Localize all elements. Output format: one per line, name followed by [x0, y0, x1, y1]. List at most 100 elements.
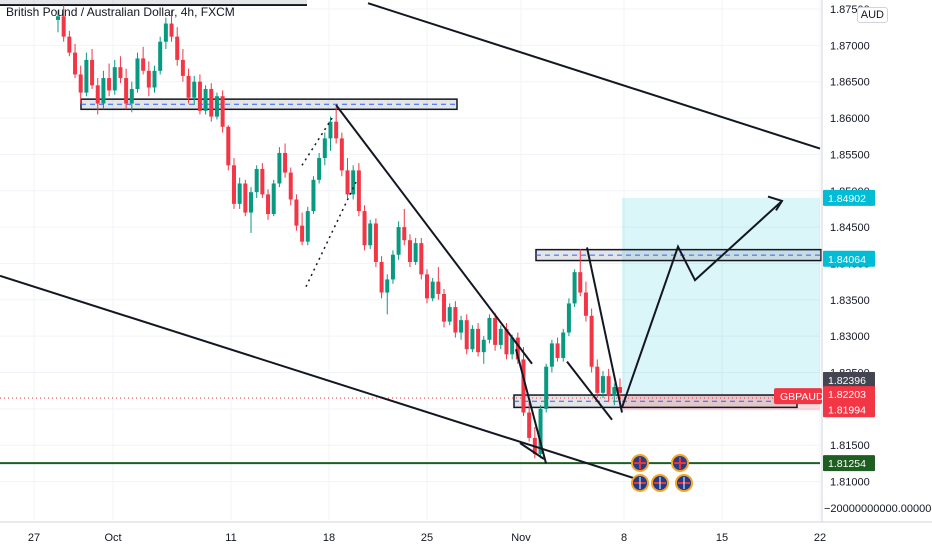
drawing-zones [0, 0, 822, 465]
candle-body [197, 81, 202, 111]
trendline-drawings [0, 2, 821, 482]
y-tick-label: 1.86500 [830, 77, 870, 89]
candle-body [583, 292, 588, 316]
candle-body [339, 138, 344, 171]
candle-body [430, 281, 435, 299]
dotted-line-2 [301, 114, 335, 166]
candle-body [163, 23, 168, 42]
candle-body [356, 170, 361, 212]
candle-body [515, 337, 520, 360]
candle-body [396, 227, 401, 255]
price-tag-bg [823, 372, 875, 389]
stop-area [622, 394, 820, 411]
y-tick-label: 1.84500 [830, 222, 870, 234]
candle-body [209, 88, 214, 117]
candle-body [118, 67, 123, 79]
candle-body [470, 328, 475, 350]
candle-body [141, 58, 146, 71]
candle-body [243, 183, 248, 213]
candle-body [561, 332, 566, 358]
y-tick-label: 1.86000 [830, 113, 870, 125]
y-tick-label: 1.81500 [830, 440, 870, 452]
candle-body [186, 75, 191, 98]
candle-body [595, 366, 600, 393]
candle-body [527, 412, 532, 438]
candle-body [618, 387, 622, 393]
x-tick-label: 11 [225, 532, 236, 544]
flag-line-1 [566, 360, 613, 421]
y-tick-label: 1.81000 [830, 477, 870, 489]
flag-line-2 [586, 247, 623, 413]
entry-zone [513, 394, 798, 409]
candle-body [544, 366, 549, 409]
chart-title: British Pound / Australian Dollar, 4h, F… [6, 5, 235, 19]
symbol-tag-bg [774, 388, 822, 405]
candle-body [175, 36, 180, 60]
y-tick-label: 1.83000 [830, 331, 870, 343]
price-tag-label: 1.84064 [828, 254, 866, 266]
candle-body [67, 36, 72, 53]
symbol-tag-label: GBPAUD [780, 391, 824, 403]
candle-body [152, 70, 157, 88]
candle-body [447, 307, 452, 322]
top-zone [0, 0, 307, 5]
candle-body [124, 78, 129, 104]
projection-arrowhead [767, 195, 784, 211]
price-tag-bg [823, 455, 875, 472]
price-tag-label: 1.81254 [828, 458, 866, 470]
candlestick-series [56, 5, 622, 459]
candle-body [271, 183, 276, 215]
x-tick-label: 8 [621, 532, 627, 544]
price-tag-label: 1.82203 [828, 389, 866, 401]
candle-body [606, 376, 611, 396]
price-tags: 1.849021.840641.823971.823961.822031.820… [774, 189, 875, 472]
projection-path [621, 200, 783, 408]
candle-body [294, 199, 299, 226]
price-tag-label: 1.81994 [828, 404, 866, 416]
candle-body [612, 387, 617, 396]
candle-body [487, 317, 492, 340]
x-tick-label: 22 [814, 532, 826, 544]
currency-badge[interactable]: AUD [856, 7, 888, 23]
price-tag-bg [823, 386, 875, 403]
candle-body [538, 408, 543, 454]
candle-body [288, 172, 293, 200]
candle-body [424, 274, 429, 299]
x-tick-label: 25 [421, 532, 433, 544]
dotted-line-1 [305, 181, 357, 288]
candle-body [413, 243, 418, 262]
descending-trendline [335, 104, 533, 365]
candle-body [481, 339, 486, 353]
candle-body [436, 281, 441, 294]
candle-body [510, 337, 515, 355]
candle-body [600, 376, 605, 393]
candle-body [56, 16, 60, 20]
upper-channel-line [367, 2, 821, 150]
candle-body [476, 328, 481, 353]
candle-body [192, 81, 197, 98]
candle-body [373, 223, 378, 262]
x-tick-label: Oct [104, 532, 121, 544]
candle-body [334, 121, 339, 139]
candle-body [220, 96, 225, 127]
candle-body [368, 223, 373, 246]
candle-body [464, 320, 469, 350]
candle-body [317, 158, 322, 180]
candle-body [555, 343, 560, 358]
candle-body [78, 74, 83, 93]
candle-body [521, 359, 526, 413]
candle-body [419, 243, 424, 275]
candle-body [180, 59, 185, 76]
candle-body [390, 254, 395, 280]
event-icons [631, 454, 693, 492]
x-tick-label: 18 [323, 532, 335, 544]
candle-body [578, 272, 583, 293]
candle-body [459, 320, 464, 333]
candle-body [311, 179, 316, 212]
time-axis[interactable]: 27 Oct 11 18 25 Nov 8 15 22 [0, 521, 932, 544]
wedge-line-1 [515, 348, 547, 464]
candle-body [328, 121, 333, 139]
candle-body [442, 293, 447, 322]
x-tick-label: 15 [716, 532, 728, 544]
